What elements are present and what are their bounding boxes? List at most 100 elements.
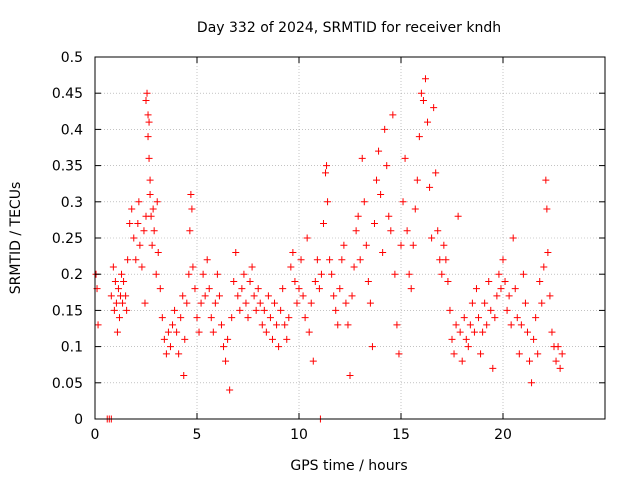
data-point	[307, 299, 315, 307]
data-point	[332, 306, 340, 314]
data-point	[393, 321, 401, 329]
grid-lines	[95, 57, 605, 419]
data-point	[123, 306, 131, 314]
data-point	[115, 314, 123, 322]
data-point	[383, 162, 391, 170]
data-point	[171, 306, 179, 314]
data-point	[293, 299, 301, 307]
data-point	[430, 104, 438, 112]
data-point	[164, 328, 172, 336]
y-tick-label: 0.1	[61, 340, 83, 356]
data-point	[169, 321, 177, 329]
data-point	[147, 212, 155, 220]
data-point	[256, 299, 264, 307]
data-point	[295, 285, 303, 293]
data-point	[153, 198, 161, 206]
data-point	[344, 321, 352, 329]
data-point	[154, 248, 162, 256]
data-point	[438, 270, 446, 278]
data-point	[340, 241, 348, 249]
data-point	[120, 277, 128, 285]
data-point	[189, 263, 197, 271]
data-point	[201, 292, 209, 300]
data-point	[118, 270, 126, 278]
y-tick-label: 0.4	[61, 122, 83, 138]
data-point	[287, 263, 295, 271]
data-point	[122, 292, 130, 300]
data-point	[199, 270, 207, 278]
data-point	[481, 299, 489, 307]
data-point	[477, 350, 485, 358]
data-point	[521, 299, 529, 307]
data-point	[144, 111, 152, 119]
data-point	[238, 285, 246, 293]
y-tick-label: 0	[74, 412, 83, 428]
data-point	[336, 285, 344, 293]
data-point	[268, 335, 276, 343]
data-point	[350, 263, 358, 271]
data-point	[544, 248, 552, 256]
data-point	[215, 292, 223, 300]
data-point	[373, 176, 381, 184]
data-point	[179, 292, 187, 300]
data-point	[475, 314, 483, 322]
data-point	[146, 176, 154, 184]
data-point	[264, 292, 272, 300]
data-point	[188, 205, 196, 213]
data-point	[183, 299, 191, 307]
data-point	[132, 256, 140, 264]
y-tick-label: 0.5	[61, 50, 83, 66]
data-point	[213, 270, 221, 278]
data-point	[334, 321, 342, 329]
data-point	[313, 256, 321, 264]
data-point	[301, 314, 309, 322]
data-point	[234, 292, 242, 300]
data-point	[305, 328, 313, 336]
data-point	[530, 335, 538, 343]
data-point	[348, 292, 356, 300]
y-tick-label: 0.3	[61, 195, 83, 211]
data-point	[385, 212, 393, 220]
data-point	[507, 321, 515, 329]
data-point	[397, 241, 405, 249]
data-point	[528, 379, 536, 387]
data-point	[226, 386, 234, 394]
data-point	[485, 277, 493, 285]
data-point	[391, 270, 399, 278]
data-point	[315, 285, 323, 293]
data-point	[538, 299, 546, 307]
data-point	[381, 125, 389, 133]
data-point	[368, 343, 376, 351]
data-point	[434, 227, 442, 235]
y-tick-label: 0.45	[52, 86, 83, 102]
data-point	[250, 292, 258, 300]
data-point	[277, 306, 285, 314]
data-point	[242, 299, 250, 307]
data-point	[319, 220, 327, 228]
data-point	[240, 270, 248, 278]
data-point	[448, 335, 456, 343]
data-point	[289, 248, 297, 256]
data-point	[526, 357, 534, 365]
y-axis-label: SRMTID / TECUs	[8, 182, 24, 295]
data-point	[130, 234, 138, 242]
data-point	[209, 328, 217, 336]
data-point	[114, 285, 122, 293]
data-point	[273, 321, 281, 329]
data-point	[232, 248, 240, 256]
y-tick-label: 0.05	[52, 376, 83, 392]
data-point	[217, 321, 225, 329]
data-point	[124, 256, 132, 264]
data-point	[543, 205, 551, 213]
data-point	[354, 212, 362, 220]
data-point	[271, 299, 279, 307]
data-point	[134, 220, 142, 228]
data-point	[472, 285, 480, 293]
data-point	[156, 285, 164, 293]
data-point	[375, 147, 383, 155]
data-point	[370, 220, 378, 228]
data-point	[389, 111, 397, 119]
data-point	[468, 299, 476, 307]
data-point	[352, 227, 360, 235]
data-point	[470, 328, 478, 336]
